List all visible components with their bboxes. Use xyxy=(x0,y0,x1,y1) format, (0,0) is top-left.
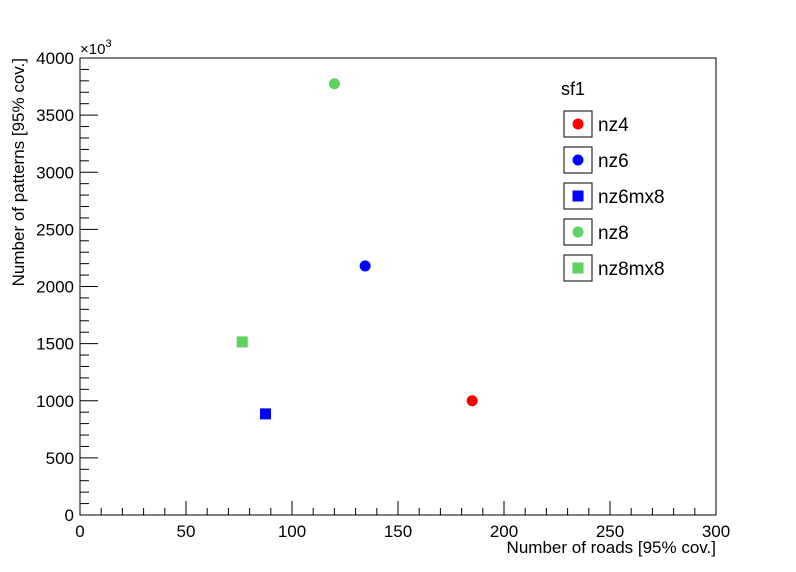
data-point-nz6mx8 xyxy=(260,408,271,420)
x-tick-label: 250 xyxy=(596,522,624,541)
y-tick-label: 500 xyxy=(46,449,74,468)
data-point-nz6 xyxy=(359,260,371,272)
axes: 0 50 100 150 200 250 3000500100015002000250030… xyxy=(36,49,730,541)
legend-label-nz6mx8: nz6mx8 xyxy=(598,187,665,208)
legend-label-nz4: nz4 xyxy=(598,115,629,136)
legend-marker-nz8mx8 xyxy=(572,262,584,274)
x-axis-title: Number of roads [95% cov.] xyxy=(507,538,716,557)
legend-title: sf1 xyxy=(561,79,585,99)
legend-label-nz6: nz6 xyxy=(598,151,629,172)
x-tick-label: 100 xyxy=(278,522,306,541)
data-point-nz8mx8 xyxy=(236,336,248,348)
legend-marker-nz6mx8 xyxy=(572,190,584,202)
y-tick-label: 2000 xyxy=(36,278,74,297)
data-point-nz8 xyxy=(328,78,340,90)
legend-marker-nz8 xyxy=(572,226,584,238)
y-multiplier-base: ×10 xyxy=(80,41,105,58)
x-tick-label: 150 xyxy=(384,522,412,541)
y-tick-label: 1500 xyxy=(36,335,74,354)
x-tick-label: 50 xyxy=(177,522,196,541)
y-tick-label: 3500 xyxy=(36,106,74,125)
y-tick-label: 3000 xyxy=(36,163,74,182)
y-tick-label: 2500 xyxy=(36,220,74,239)
y-tick-label: 1000 xyxy=(36,392,74,411)
legend-marker-nz4 xyxy=(572,118,584,130)
data-point-nz4 xyxy=(466,395,478,407)
y-tick-label: 4000 xyxy=(36,49,74,68)
x-tick-label: 200 xyxy=(490,522,518,541)
legend-label-nz8: nz8 xyxy=(598,223,629,244)
legend-marker-nz6 xyxy=(572,154,584,166)
y-tick-label: 0 xyxy=(65,506,74,525)
y-axis-title: Number of patterns [95% cov.] xyxy=(9,58,28,286)
x-tick-label: 300 xyxy=(702,522,730,541)
legend-label-nz8mx8: nz8mx8 xyxy=(598,259,665,280)
x-tick-label: 0 xyxy=(75,522,84,541)
data-points xyxy=(236,78,478,420)
y-axis-multiplier: ×103 xyxy=(80,38,112,58)
y-multiplier-exponent: 3 xyxy=(105,38,111,50)
legend: sf1 nz4 nz6 nz6mx8 nz8 nz8mx8 xyxy=(561,79,665,282)
